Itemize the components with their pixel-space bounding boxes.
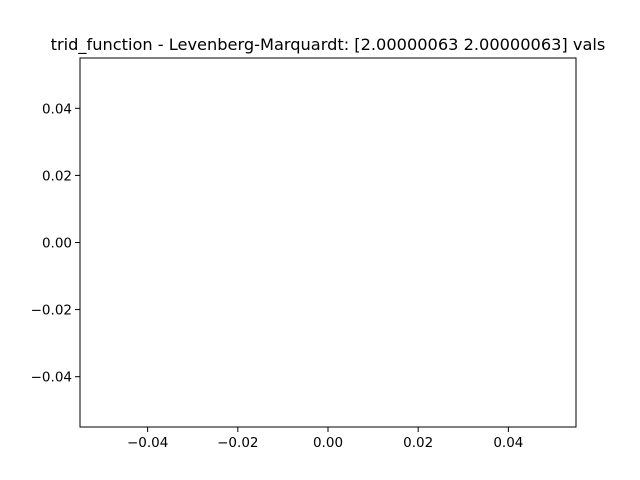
x-tick-label: −0.02 xyxy=(217,435,258,451)
x-axis: −0.04 −0.02 0.00 0.02 0.04 xyxy=(127,427,523,451)
y-tick-label: −0.02 xyxy=(31,303,72,319)
x-tick-label: 0.00 xyxy=(313,435,343,451)
axes-frame xyxy=(79,57,577,428)
x-tick-label: 0.04 xyxy=(493,435,523,451)
x-tick-label: −0.04 xyxy=(127,435,168,451)
y-axis: 0.04 0.02 0.00 −0.02 −0.04 xyxy=(31,101,80,386)
plot-area xyxy=(79,57,577,428)
x-tick-label: 0.02 xyxy=(403,435,433,451)
y-tick-label: −0.04 xyxy=(31,370,72,386)
y-tick-label: 0.04 xyxy=(42,101,72,117)
y-tick-label: 0.02 xyxy=(42,168,72,184)
y-tick-label: 0.00 xyxy=(42,236,72,252)
chart-title: trid_function - Levenberg-Marquardt: [2.… xyxy=(51,35,606,55)
